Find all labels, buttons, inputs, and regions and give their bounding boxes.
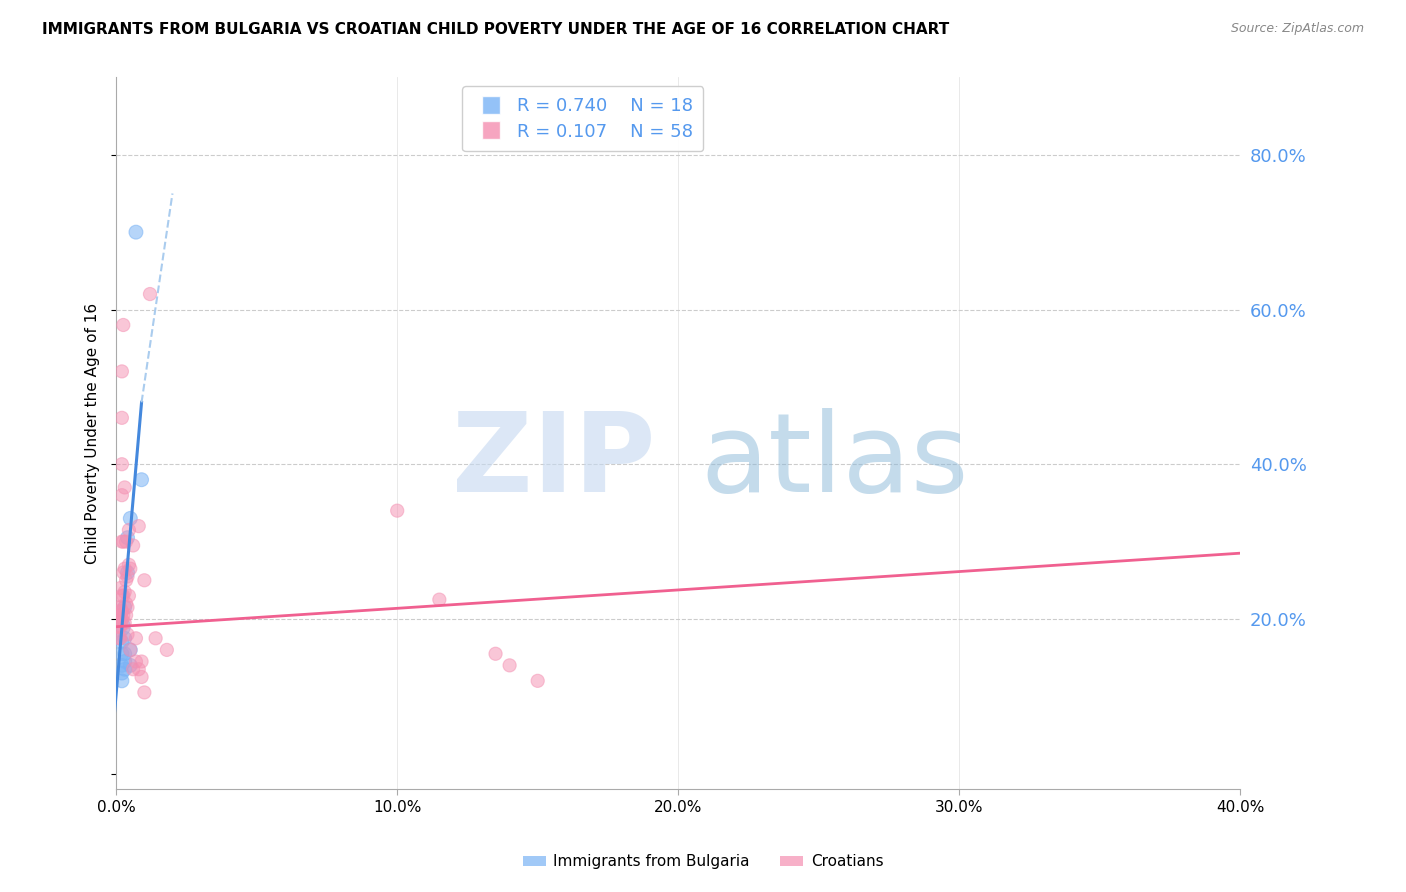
Y-axis label: Child Poverty Under the Age of 16: Child Poverty Under the Age of 16 [86, 302, 100, 564]
Point [115, 574, 138, 588]
Point [114, 585, 136, 599]
Point [122, 539, 145, 553]
Point [145, 632, 167, 646]
Point [117, 627, 139, 641]
Point [117, 600, 139, 615]
Point [131, 670, 153, 684]
Point [111, 589, 134, 603]
Point [114, 480, 136, 494]
Point [120, 511, 142, 525]
Point [128, 662, 150, 676]
Point [111, 612, 134, 626]
Point [156, 643, 179, 657]
Text: ZIP: ZIP [453, 409, 655, 516]
Point [114, 632, 136, 646]
Point [117, 569, 139, 583]
Point [114, 562, 136, 576]
Point [107, 604, 129, 618]
Point [387, 503, 409, 517]
Point [110, 632, 132, 646]
Point [122, 662, 145, 676]
Point [107, 615, 129, 630]
Point [111, 673, 134, 688]
Point [526, 673, 548, 688]
Point [498, 658, 520, 673]
Point [114, 647, 136, 661]
Text: IMMIGRANTS FROM BULGARIA VS CROATIAN CHILD POVERTY UNDER THE AGE OF 16 CORRELATI: IMMIGRANTS FROM BULGARIA VS CROATIAN CHI… [42, 22, 949, 37]
Point [112, 566, 135, 580]
Point [118, 589, 141, 603]
Point [120, 643, 142, 657]
Point [131, 655, 153, 669]
Point [111, 658, 134, 673]
Point [111, 364, 134, 378]
Point [115, 534, 138, 549]
Point [120, 643, 142, 657]
Point [125, 632, 148, 646]
Point [112, 589, 135, 603]
Point [112, 534, 135, 549]
Point [115, 608, 138, 623]
Point [134, 574, 156, 588]
Point [110, 620, 132, 634]
Point [125, 655, 148, 669]
Point [111, 488, 134, 502]
Point [427, 592, 450, 607]
Point [108, 604, 131, 618]
Point [118, 523, 141, 537]
Point [125, 225, 148, 239]
Point [111, 604, 134, 618]
Point [134, 685, 156, 699]
Point [114, 655, 136, 669]
Point [117, 531, 139, 545]
Point [110, 608, 132, 623]
Point [115, 597, 138, 611]
Point [131, 473, 153, 487]
Point [111, 635, 134, 649]
Point [112, 608, 135, 623]
Point [111, 666, 134, 681]
Point [484, 647, 506, 661]
Point [120, 562, 142, 576]
Point [112, 318, 135, 332]
Point [111, 647, 134, 661]
Point [108, 632, 131, 646]
Point [139, 287, 162, 301]
Point [108, 612, 131, 626]
Point [108, 620, 131, 634]
Point [128, 519, 150, 533]
Point [110, 620, 132, 634]
Point [111, 534, 134, 549]
Legend: Immigrants from Bulgaria, Croatians: Immigrants from Bulgaria, Croatians [516, 848, 890, 875]
Legend: R = 0.740    N = 18, R = 0.107    N = 58: R = 0.740 N = 18, R = 0.107 N = 58 [463, 87, 703, 152]
Point [114, 662, 136, 676]
Point [114, 600, 136, 615]
Point [110, 581, 132, 595]
Point [114, 615, 136, 630]
Point [117, 566, 139, 580]
Text: Source: ZipAtlas.com: Source: ZipAtlas.com [1230, 22, 1364, 36]
Point [118, 558, 141, 572]
Point [111, 457, 134, 471]
Point [111, 410, 134, 425]
Point [110, 600, 132, 615]
Text: atlas: atlas [700, 409, 969, 516]
Point [120, 658, 142, 673]
